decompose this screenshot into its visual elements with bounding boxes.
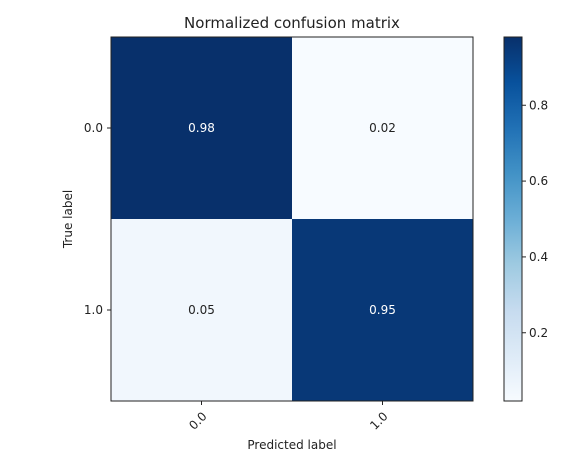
colorbar-tick-label: 0.4 xyxy=(529,250,548,264)
colorbar-tick-label: 0.8 xyxy=(529,98,548,112)
matrix-cell-1-1 xyxy=(292,219,473,401)
matrix-cell-1-0 xyxy=(111,219,292,401)
matrix-frame xyxy=(110,36,474,402)
y-tick-label: 1.0 xyxy=(84,303,103,317)
cell-value-label: 0.05 xyxy=(188,303,215,317)
colorbar-tick-label: 0.2 xyxy=(529,326,548,340)
y-tick-label: 0.0 xyxy=(84,121,103,135)
matrix-cell-0-0 xyxy=(111,37,292,219)
cell-value-label: 0.02 xyxy=(369,121,396,135)
x-axis-label: Predicted label xyxy=(247,438,336,452)
x-tick-label: 0.0 xyxy=(186,409,209,432)
chart-title: Normalized confusion matrix xyxy=(184,14,400,32)
colorbar-tick-label: 0.6 xyxy=(529,174,548,188)
y-axis-label: True label xyxy=(61,190,75,249)
x-tick-label: 1.0 xyxy=(367,409,390,432)
x-axis-ticks: 0.0 1.0 xyxy=(186,401,391,433)
cell-value-label: 0.95 xyxy=(369,303,396,317)
matrix-cells: 0.98 0.02 0.05 0.95 xyxy=(111,37,473,401)
colorbar-ticks: 0.2 0.4 0.6 0.8 xyxy=(522,98,548,340)
colorbar xyxy=(503,36,523,402)
cell-value-label: 0.98 xyxy=(188,121,215,135)
y-axis-ticks: 0.0 1.0 xyxy=(84,121,111,317)
matrix-cell-0-1 xyxy=(292,37,473,219)
